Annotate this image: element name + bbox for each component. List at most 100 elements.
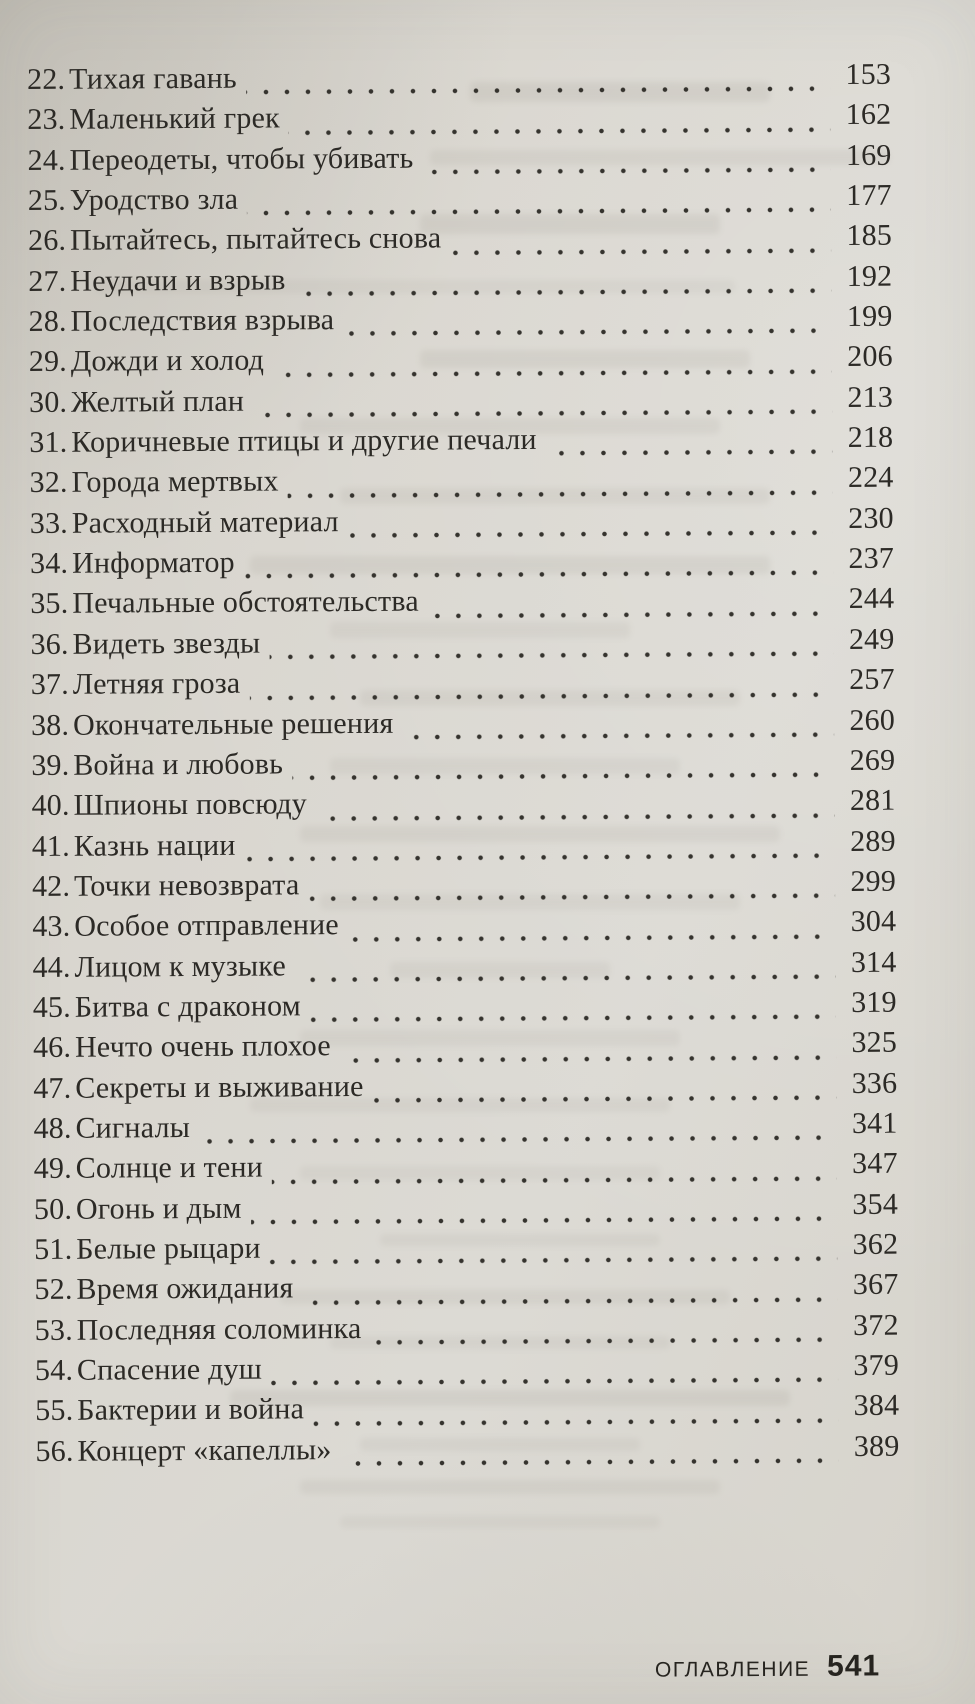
bleed-through-smudge <box>420 214 720 234</box>
toc-entry: 28. Последствия взрыва 199 <box>28 300 892 346</box>
toc-entry-title: Уродство зла <box>69 182 239 217</box>
toc-entry-page: 213 <box>847 380 894 414</box>
toc-entry-number: 32. <box>29 466 68 500</box>
toc-entry: 29. Дожди и холод 206 <box>29 340 893 386</box>
toc-entry-title: Летняя гроза <box>72 666 241 701</box>
dot-leader <box>292 772 835 781</box>
toc-entry-title: Концерт «капеллы» <box>77 1432 332 1468</box>
bleed-through-smudge <box>340 1516 660 1528</box>
toc-entry-page: 162 <box>845 98 892 132</box>
dot-leader <box>372 1095 837 1103</box>
dot-leader <box>347 933 836 942</box>
toc-entry-page: 192 <box>846 259 893 293</box>
toc-entry-number: 30. <box>28 385 68 419</box>
toc-entry: 55. Бактерии и война 384 <box>35 1389 899 1435</box>
toc-entry: 42. Точки невозврата 299 <box>32 865 896 911</box>
dot-leader <box>450 247 832 256</box>
dot-leader <box>272 1175 837 1185</box>
toc-list: 22. Тихая гавань 153 23. Маленький грек … <box>27 58 900 1475</box>
toc-entry-number: 52. <box>34 1273 73 1307</box>
toc-entry-page: 206 <box>847 340 893 374</box>
toc-entry-number: 31. <box>29 425 68 460</box>
dot-leader <box>273 368 832 378</box>
toc-entry-number: 27. <box>28 264 67 298</box>
toc-entry-number: 24. <box>27 143 66 177</box>
toc-entry-number: 45. <box>32 990 71 1024</box>
bleed-through-smudge <box>330 622 630 638</box>
toc-entry-page: 384 <box>853 1389 900 1423</box>
toc-entry: 48. Сигналы 341 <box>33 1107 897 1153</box>
toc-entry-page: 372 <box>853 1308 899 1342</box>
toc-entry-page: 249 <box>848 622 895 656</box>
toc-entry-page: 341 <box>851 1106 898 1140</box>
toc-entry-title: Время ожидания <box>76 1271 294 1307</box>
toc-entry-number: 40. <box>31 788 70 823</box>
toc-entry-title: Казнь нации <box>73 828 236 863</box>
toc-entry-number: 22. <box>27 62 66 96</box>
dot-leader <box>402 731 835 740</box>
toc-entry: 54. Спасение душ 379 <box>35 1349 899 1395</box>
dot-leader <box>271 1377 839 1386</box>
toc-entry-title: Расходный материал <box>71 504 339 540</box>
toc-entry-title: Переодеты, чтобы убивать <box>69 141 414 177</box>
toc-entry-page: 347 <box>852 1146 898 1181</box>
dot-leader <box>422 167 831 175</box>
dot-leader <box>294 973 836 983</box>
footer-running-title: ОГЛАВЛЕНИЕ <box>654 1657 811 1682</box>
toc-entry: 53. Последняя соломинка 372 <box>35 1308 899 1354</box>
bleed-through-smudge <box>420 350 750 368</box>
toc-entry-number: 53. <box>34 1313 73 1347</box>
toc-entry-title: Шпионы повсюду <box>73 787 308 822</box>
toc-entry-number: 44. <box>32 950 71 984</box>
toc-entry-number: 48. <box>33 1111 72 1145</box>
dot-leader <box>247 207 831 217</box>
dot-leader <box>294 288 832 297</box>
toc-entry-page: 299 <box>850 864 897 898</box>
toc-entry-page: 367 <box>852 1268 899 1302</box>
dot-leader <box>339 1054 837 1063</box>
dot-leader <box>250 1216 838 1225</box>
dot-leader <box>427 610 834 619</box>
toc-entry-title: Последствия взрыва <box>70 303 335 338</box>
toc-entry-number: 56. <box>35 1434 74 1468</box>
dot-leader <box>313 1417 839 1426</box>
toc-entry-title: Дожди и холод <box>70 343 265 379</box>
toc-entry: 41. Казнь нации 289 <box>32 824 896 870</box>
dot-leader <box>288 126 831 136</box>
toc-entry-page: 319 <box>851 985 897 1019</box>
toc-entry-title: Сигналы <box>75 1110 191 1145</box>
toc-entry-number: 47. <box>33 1071 72 1105</box>
toc-entry: 50. Огонь и дым 354 <box>34 1187 898 1233</box>
toc-entry-title: Нечто очень плохое <box>74 1029 331 1064</box>
toc-entry-number: 36. <box>30 627 69 661</box>
toc-entry-number: 26. <box>27 224 67 258</box>
dot-leader <box>243 570 834 580</box>
toc-entry-page: 281 <box>849 783 896 818</box>
dot-leader <box>245 86 831 96</box>
toc-entry-title: Точки невозврата <box>73 868 300 903</box>
bleed-through-smudge <box>230 1390 790 1406</box>
toc-entry-page: 257 <box>849 662 895 697</box>
bleed-through-smudge <box>430 150 890 165</box>
dot-leader <box>253 409 833 418</box>
toc-entry: 31. Коричневые птицы и другие печали 218 <box>29 421 893 467</box>
toc-entry-title: Секреты и выживание <box>75 1069 364 1105</box>
toc-entry: 56. Концерт «капеллы» 389 <box>35 1429 899 1475</box>
toc-entry-page: 260 <box>849 703 896 737</box>
bleed-through-smudge <box>300 1030 680 1046</box>
toc-entry-page: 237 <box>848 541 895 576</box>
dot-leader <box>249 691 834 701</box>
toc-entry-page: 199 <box>846 299 893 334</box>
bleed-through-smudge <box>360 1438 640 1451</box>
bleed-through-smudge <box>380 1234 660 1246</box>
toc-entry-title: Белые рыцари <box>76 1231 261 1266</box>
dot-leader <box>244 852 835 862</box>
toc-entry-page: 389 <box>853 1429 900 1463</box>
dot-leader <box>287 489 833 499</box>
toc-entry-number: 43. <box>32 909 71 944</box>
toc-entry: 43. Особое отправление 304 <box>32 905 896 951</box>
toc-entry-title: Коричневые птицы и другие печали <box>71 422 537 459</box>
toc-entry: 25. Уродство зла 177 <box>28 179 892 225</box>
dot-leader <box>370 1337 838 1345</box>
toc-entry: 47. Секреты и выживание 336 <box>33 1066 897 1112</box>
